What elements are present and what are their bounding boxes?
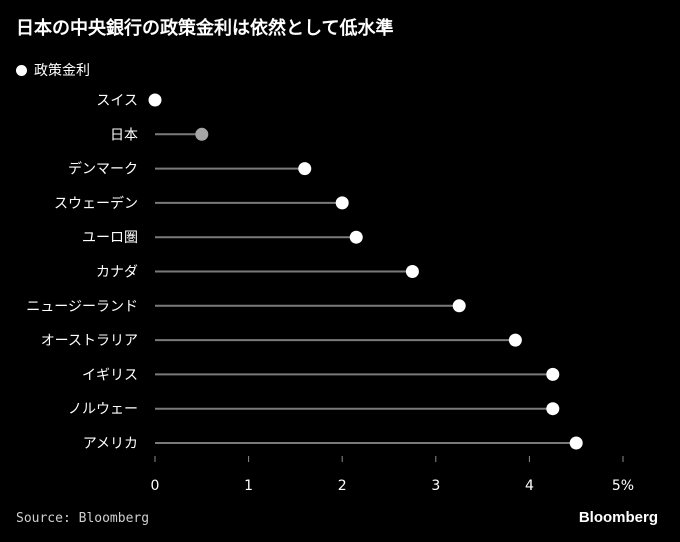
category-label: オーストラリア [41,333,138,349]
x-tick-label: 5% [612,478,634,494]
highlight-data-point [195,127,209,141]
category-label: カナダ [96,265,138,281]
chart-title: 日本の中央銀行の政策金利は依然として低水準 [16,18,394,39]
x-tick-label: 3 [431,478,440,494]
x-tick-label: 1 [244,478,253,494]
legend-marker-icon [16,64,27,76]
data-point [148,93,162,107]
data-point [452,299,466,313]
category-label: ユーロ圏 [82,230,138,246]
category-label: 日本 [110,127,138,143]
data-point [546,367,560,381]
category-label: ノルウェー [68,402,138,418]
data-point [349,230,363,244]
source-note: Source: Bloomberg [16,511,150,526]
category-label: アメリカ [83,436,138,452]
legend: 政策金利 [16,60,90,80]
category-label: デンマーク [68,161,138,178]
data-point [546,402,560,416]
data-point [335,196,349,210]
data-point [569,436,583,450]
category-label: スウェーデン [54,195,138,212]
x-tick-label: 2 [338,478,347,494]
bloomberg-logo: Bloomberg [578,509,658,526]
x-tick-label: 0 [151,478,160,494]
data-point [508,333,522,347]
data-point [405,265,419,278]
legend-label: 政策金利 [34,63,90,79]
data-point [298,162,312,176]
x-tick-label: 4 [525,478,534,494]
category-label: ニュージーランド [26,299,138,315]
category-label: イギリス [82,367,138,383]
category-label: スイス [96,93,138,109]
